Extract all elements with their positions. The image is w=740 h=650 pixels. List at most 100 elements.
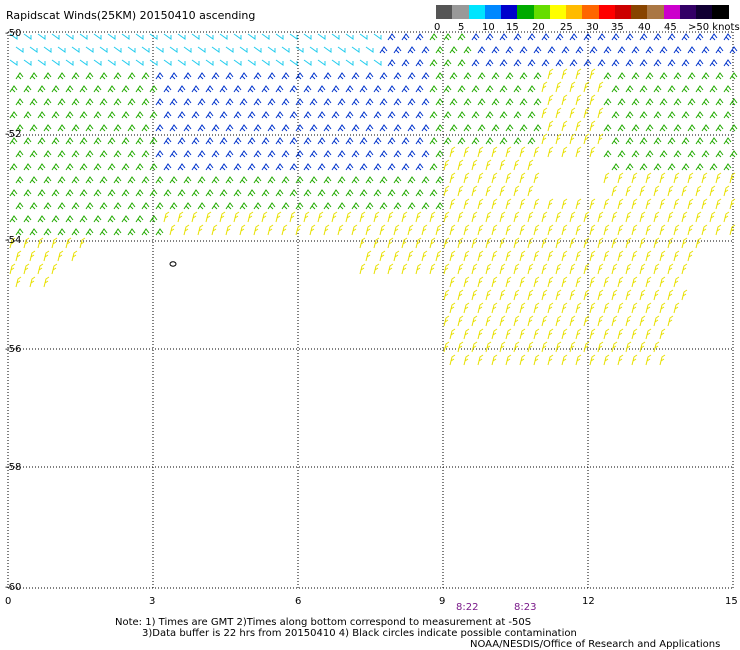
lon-label-12: 12: [582, 596, 595, 607]
wind-barb: [239, 98, 248, 106]
wind-barb: [681, 211, 688, 223]
wind-barb: [99, 98, 108, 106]
wind-barb: [645, 250, 652, 262]
wind-barb: [701, 224, 708, 236]
wind-barb: [589, 120, 596, 132]
wind-barb: [653, 33, 662, 41]
wind-barb: [687, 46, 696, 54]
wind-barb: [695, 211, 702, 223]
wind-barb: [569, 289, 576, 301]
wind-barb: [513, 59, 522, 67]
wind-barb: [533, 146, 540, 158]
wind-barb: [625, 289, 632, 301]
wind-barb: [37, 137, 46, 145]
wind-barb: [639, 315, 646, 327]
legend-swatch-1: [452, 5, 469, 19]
wind-barb: [639, 211, 646, 223]
wind-barb: [23, 59, 32, 66]
wind-barb: [317, 137, 326, 145]
wind-barb: [505, 172, 512, 184]
wind-barb: [429, 85, 438, 93]
wind-barb: [617, 328, 624, 340]
wind-barb: [99, 228, 108, 236]
wind-barb: [667, 237, 674, 249]
wind-barb: [345, 59, 354, 66]
wind-barb: [589, 46, 598, 54]
wind-barb: [597, 59, 606, 67]
wind-barb: [463, 146, 470, 158]
wind-barb: [505, 98, 514, 106]
wind-barb: [267, 202, 276, 210]
wind-barb: [71, 98, 80, 106]
wind-barb: [583, 341, 590, 353]
wind-barb: [457, 315, 464, 327]
wind-barb: [219, 85, 228, 93]
wind-barb: [183, 224, 190, 236]
wind-barb: [387, 85, 396, 93]
wind-barb: [191, 189, 200, 197]
wind-barb: [491, 124, 500, 132]
wind-barb: [37, 163, 46, 171]
wind-barb: [247, 137, 256, 145]
wind-barb: [141, 228, 150, 236]
wind-barb: [435, 176, 444, 184]
wind-barb: [309, 98, 318, 106]
wind-barb: [163, 111, 172, 119]
wind-barb: [617, 150, 626, 158]
wind-barb: [471, 341, 478, 353]
wind-barb: [519, 72, 528, 80]
wind-barb: [681, 85, 690, 93]
wind-barb: [485, 237, 492, 249]
wind-barb: [225, 224, 232, 236]
wind-barb: [589, 146, 596, 158]
wind-barb: [575, 302, 582, 314]
legend-swatch-14: [663, 5, 680, 19]
wind-barb: [715, 224, 722, 236]
wind-barb: [589, 328, 596, 340]
wind-barb: [695, 85, 704, 93]
wind-barb: [631, 250, 638, 262]
wind-barb: [393, 224, 400, 236]
wind-barb: [135, 85, 144, 93]
wind-barb: [233, 189, 242, 197]
wind-barb: [485, 315, 492, 327]
legend-tick-40: 40: [638, 22, 651, 33]
wind-barb: [471, 315, 478, 327]
wind-barb: [429, 33, 438, 41]
wind-barb: [85, 202, 94, 210]
wind-barb: [667, 137, 676, 145]
wind-barb: [85, 124, 94, 132]
wind-barb: [429, 263, 436, 275]
wind-barb: [449, 354, 456, 366]
wind-barb: [505, 250, 512, 262]
wind-barb: [471, 137, 480, 145]
wind-barb: [401, 189, 410, 197]
wind-barb: [323, 124, 332, 132]
wind-barb: [485, 211, 492, 223]
wind-barb: [527, 289, 534, 301]
wind-barb: [289, 137, 298, 145]
legend-swatch-6: [533, 5, 550, 19]
wind-barb: [519, 172, 526, 184]
wind-barb: [141, 72, 150, 80]
wind-barb: [639, 341, 646, 353]
wind-barb: [351, 46, 360, 53]
wind-barb: [205, 189, 214, 197]
wind-barb: [289, 85, 298, 93]
wind-barb: [29, 124, 38, 132]
wind-barb: [289, 59, 298, 66]
wind-barb: [331, 211, 338, 223]
wind-barb: [415, 59, 424, 67]
wind-barb: [527, 111, 536, 119]
wind-barb: [505, 124, 514, 132]
wind-barb: [183, 98, 192, 106]
wind-barb: [625, 33, 634, 41]
wind-barb: [113, 98, 122, 106]
wind-barb: [281, 46, 290, 53]
wind-barb: [261, 211, 268, 223]
wind-barb: [331, 111, 340, 119]
wind-barb: [359, 211, 366, 223]
wind-barb: [359, 137, 368, 145]
wind-barb: [491, 46, 500, 54]
wind-barb: [29, 202, 38, 210]
